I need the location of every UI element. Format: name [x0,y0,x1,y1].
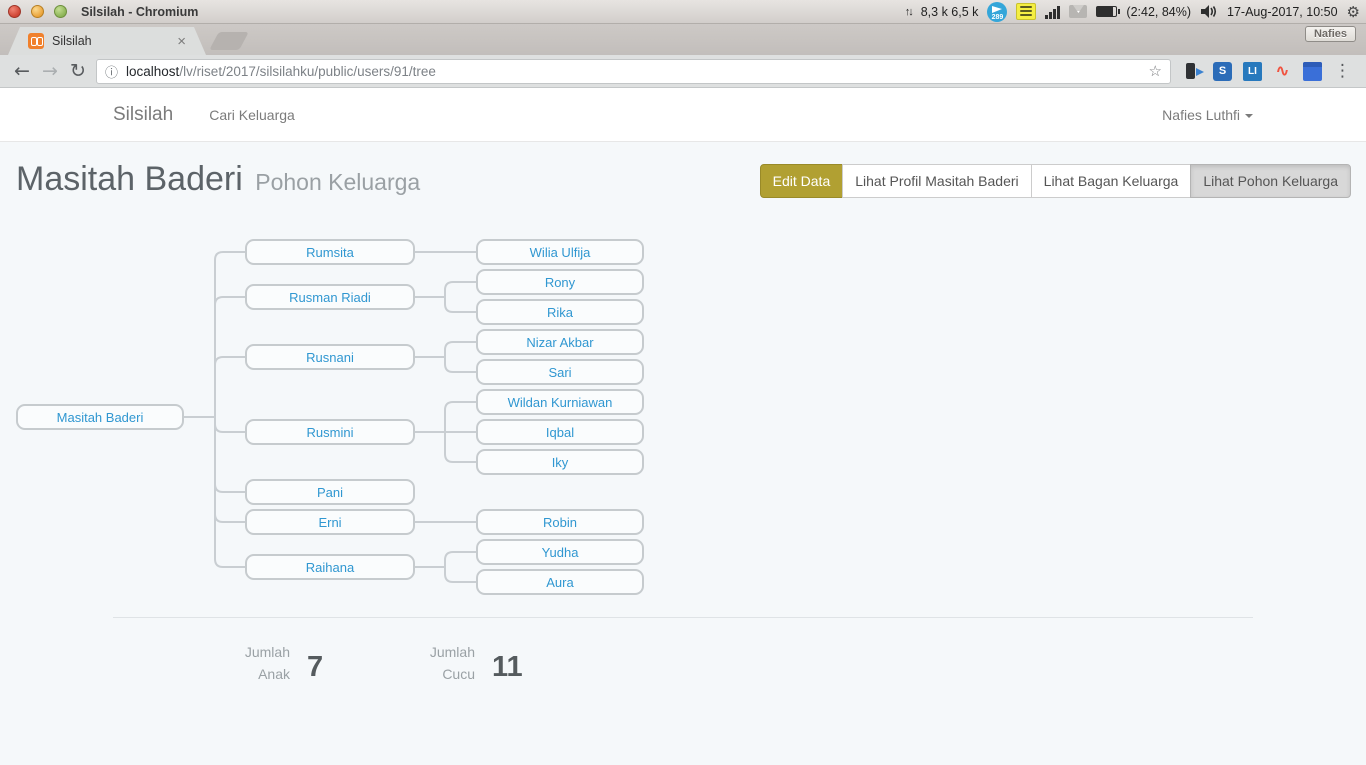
tab-strip: Silsilah × [0,24,1366,55]
tree-node[interactable]: Wilia Ulfija [476,239,644,265]
url-path: /lv/riset/2017/silsilahku/public/users/9… [179,63,436,79]
user-menu[interactable]: Nafies Luthfi [1162,107,1253,123]
tree-node[interactable]: Aura [476,569,644,595]
window-title: Silsilah - Chromium [81,4,199,19]
tree-node[interactable]: Rusman Riadi [245,284,415,310]
web-page: Silsilah Cari Keluarga Nafies Luthfi Mas… [0,88,1366,765]
lihat-bagan-button[interactable]: Lihat Bagan Keluarga [1030,164,1192,198]
tree-node[interactable]: Yudha [476,539,644,565]
tree-node[interactable]: Nizar Akbar [476,329,644,355]
stat-cucu-label-1: Jumlah [429,644,475,660]
divider [113,617,1253,618]
tree-node[interactable]: Wildan Kurniawan [476,389,644,415]
stat-anak-value: 7 [307,651,324,683]
stat-jumlah-cucu: Jumlah Cucu 11 [385,641,523,685]
nav-link-cari-keluarga[interactable]: Cari Keluarga [209,107,295,123]
network-updown-icon[interactable]: ↑↓ [904,5,914,18]
tree-node[interactable]: Rusnani [245,344,415,370]
reload-icon[interactable]: ↻ [70,60,86,82]
clock: 17-Aug-2017, 10:50 [1227,4,1338,19]
tab-close-icon[interactable]: × [177,32,186,50]
extension-icons: S LI ∿ [1183,61,1322,81]
stat-anak-label-1: Jumlah [244,644,290,660]
tree-node[interactable]: Raihana [245,554,415,580]
window-close-button[interactable] [8,5,21,18]
network-rate: 8,3 k 6,5 k [920,4,979,19]
tree-node[interactable]: Pani [245,479,415,505]
tab-title: Silsilah [52,34,92,48]
address-bar[interactable]: ⓘ localhost/lv/riset/2017/silsilahku/pub… [96,58,1171,84]
window-minimize-button[interactable] [31,5,44,18]
browser-tab[interactable]: Silsilah × [8,27,206,55]
page-subtitle: Pohon Keluarga [255,169,421,195]
gear-icon[interactable]: ⚙ [1346,2,1360,21]
bookmark-star-icon[interactable]: ☆ [1148,62,1162,80]
lihat-profil-button[interactable]: Lihat Profil Masitah Baderi [842,164,1032,198]
system-tray: ↑↓ 8,3 k 6,5 k 289 (2:42, 84%) 17-Aug-20… [904,1,1360,22]
li-extension-icon[interactable]: LI [1243,61,1262,81]
page-info-icon[interactable]: ⓘ [105,65,119,81]
tree-node[interactable]: Rika [476,299,644,325]
desktop-panel: Silsilah - Chromium ↑↓ 8,3 k 6,5 k 289 (… [0,0,1366,24]
messenger-badge: 289 [991,13,1004,21]
session-tooltip: Nafies [1304,26,1356,42]
volume-icon[interactable] [1200,4,1218,19]
battery-status: (2:42, 84%) [1126,4,1192,19]
page-header: Masitah Baderi Pohon Keluarga [16,160,420,199]
app-navbar: Silsilah Cari Keluarga Nafies Luthfi [0,88,1366,142]
mail-icon[interactable] [1069,5,1088,18]
chevron-down-icon [1245,114,1253,119]
url-host: localhost [126,63,180,79]
stat-anak-label-2: Anak [258,666,290,682]
lihat-pohon-button[interactable]: Lihat Pohon Keluarga [1190,164,1351,198]
folder-extension-icon[interactable] [1303,61,1322,81]
tree-node[interactable]: Rumsita [245,239,415,265]
tree-node[interactable]: Iqbal [476,419,644,445]
url-text[interactable]: localhost/lv/riset/2017/silsilahku/publi… [126,64,1141,79]
battery-icon[interactable] [1096,6,1121,17]
laravel-extension-icon[interactable]: ∿ [1275,63,1290,80]
new-tab-button[interactable] [209,32,249,50]
tree-node[interactable]: Robin [476,509,644,535]
xampp-favicon [28,33,44,49]
messenger-icon[interactable]: 289 [987,1,1008,22]
tree-node[interactable]: Rony [476,269,644,295]
back-icon[interactable]: ← [14,60,30,82]
stat-cucu-label-2: Cucu [442,666,475,682]
action-button-group: Edit Data Lihat Profil Masitah Baderi Li… [759,164,1351,198]
stat-cucu-value: 11 [492,651,523,683]
navbar-brand[interactable]: Silsilah [113,104,174,125]
tree-connectors [183,251,477,583]
paper-plane-icon [992,5,1003,13]
todo-list-icon[interactable] [1016,3,1037,20]
window-maximize-button[interactable] [54,5,67,18]
tree-node[interactable]: Masitah Baderi [16,404,184,430]
mobile-view-extension-icon[interactable] [1183,62,1204,81]
page-title: Masitah Baderi [16,160,243,198]
browser-menu-icon[interactable]: ⋮ [1334,61,1351,81]
tree-node[interactable]: Sari [476,359,644,385]
browser-toolbar: ← → ↻ ⓘ localhost/lv/riset/2017/silsilah… [0,55,1366,88]
tree-node[interactable]: Iky [476,449,644,475]
signal-strength-icon[interactable] [1045,5,1061,19]
tree-node[interactable]: Rusmini [245,419,415,445]
tree-node[interactable]: Erni [245,509,415,535]
forward-icon[interactable]: → [42,60,58,82]
s-extension-icon[interactable]: S [1213,61,1232,81]
stat-jumlah-anak: Jumlah Anak 7 [200,641,323,685]
family-tree: Masitah Baderi Rumsita Wilia Ulfija Rusman … [0,238,700,606]
edit-data-button[interactable]: Edit Data [759,164,844,198]
user-menu-label: Nafies Luthfi [1162,107,1240,123]
